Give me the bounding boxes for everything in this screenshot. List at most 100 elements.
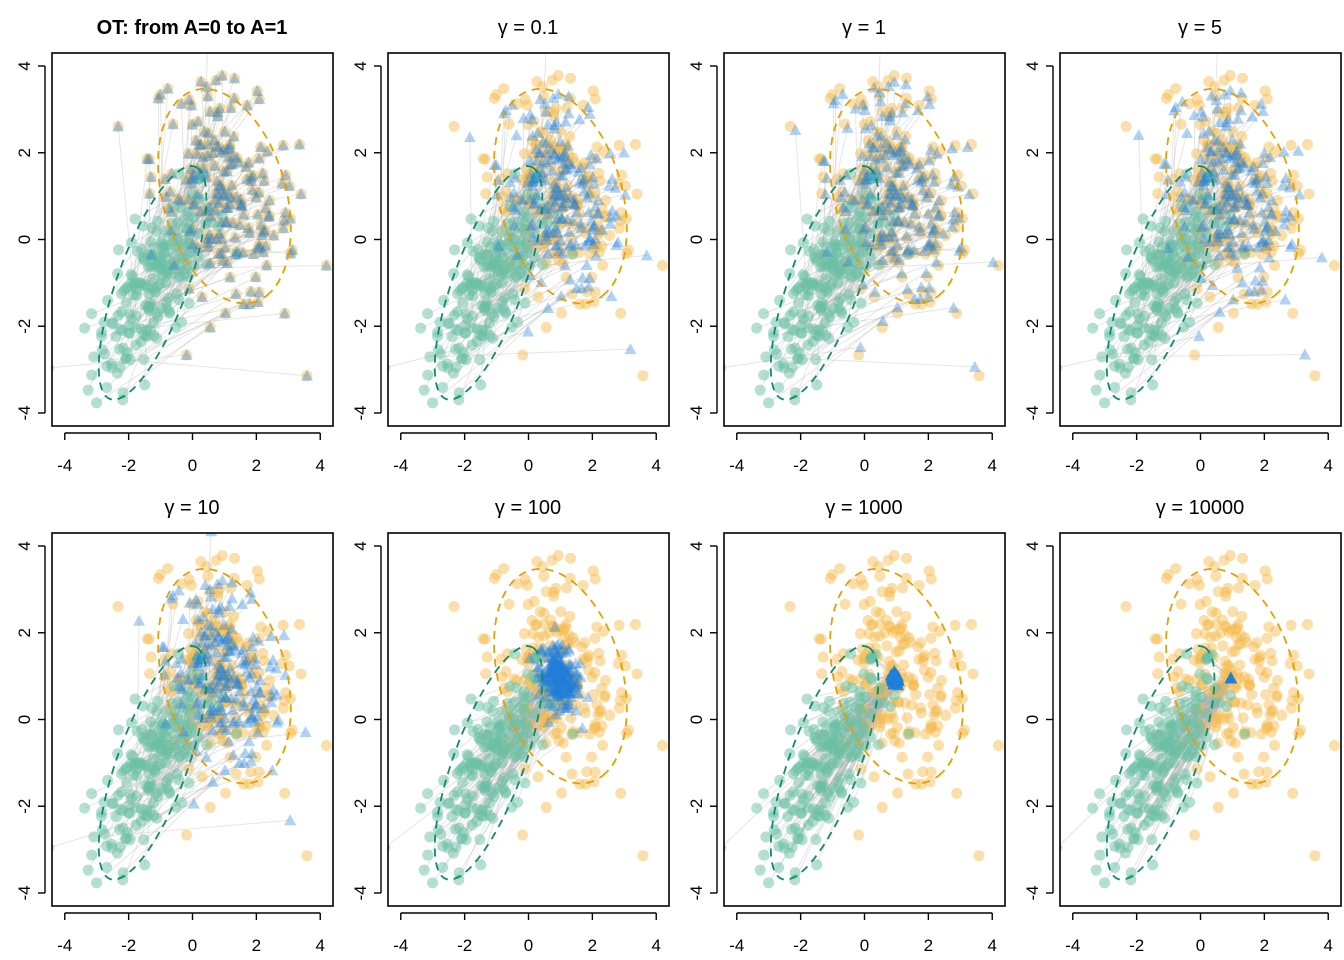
transport-arrow [870,181,935,258]
target-point [212,141,224,153]
transported-point [210,187,223,199]
target-point [481,651,493,663]
transported-point [577,177,590,189]
target-point [924,243,936,255]
transported-point [571,677,584,689]
transported-point [190,134,203,146]
source-point [1110,294,1122,306]
y-tick-label: 2 [1023,148,1042,157]
target-point [584,728,596,740]
transported-point [185,172,198,184]
transported-point [927,243,940,255]
transported-point [551,181,564,193]
transported-point [568,197,581,209]
target-point [1271,210,1283,222]
transported-point [902,153,915,165]
transported-point [1231,197,1244,209]
target-point [616,649,628,661]
source-point [424,351,436,363]
transported-point [182,193,195,205]
panel-title: γ = 0.1 [498,17,559,39]
source-point [116,805,128,817]
target-point [1265,246,1277,258]
source-point [183,297,195,309]
transported-point [551,667,564,679]
transport-arrow [111,303,250,365]
source-point [1160,250,1172,262]
target-point [1232,198,1244,210]
transport-arrow [523,194,626,218]
transported-point [277,139,290,151]
transported-point [893,253,906,265]
target-point [545,160,557,172]
target-point [211,175,223,187]
transported-point [560,666,573,678]
transported-point [145,248,158,260]
target-point [1260,208,1272,220]
target-point [615,787,627,799]
source-point [457,777,469,789]
target-point [235,673,247,685]
transported-point [1258,215,1271,227]
transported-point [571,668,584,680]
transported-point [856,98,869,110]
transported-point [877,209,890,221]
target-point [223,188,235,200]
source-point [427,877,439,889]
target-point [586,751,598,763]
target-point [882,74,894,86]
source-point [1090,384,1102,396]
target-point [891,126,903,138]
transported-point [201,90,214,102]
transported-point [554,694,567,706]
transported-point [196,290,209,302]
transported-point [270,688,283,700]
source-point [758,308,770,320]
target-point [593,726,605,738]
transported-point [569,238,582,250]
transported-point [556,150,569,162]
target-point [924,296,936,308]
target-point [877,233,889,245]
target-point [935,210,947,222]
source-point [1224,210,1236,222]
transported-point [859,178,872,190]
source-point [174,202,186,214]
transported-point [540,146,553,158]
transported-point [928,222,941,234]
transported-point [212,658,225,670]
transported-point [204,590,217,602]
transport-arrow [1207,110,1264,178]
transported-point [199,653,212,665]
target-point [284,693,296,705]
transport-arrow [167,690,240,779]
transport-arrow [870,147,953,199]
transported-point [222,645,235,657]
transport-arrow [187,192,260,277]
transported-point [867,141,880,153]
transport-arrow [515,111,547,208]
transported-point [1231,112,1244,124]
transported-point [562,694,575,706]
transport-arrow [143,276,256,336]
transported-point [954,241,967,253]
transported-point [245,174,258,186]
transport-arrow [724,346,861,368]
transport-arrow [878,147,902,265]
target-point [301,850,313,862]
target-point [185,99,197,111]
source-point [464,769,476,781]
target-point [593,647,605,659]
target-point [548,141,560,153]
target-point [202,237,214,249]
transported-point [165,205,178,217]
source-point [475,859,487,871]
transported-point [556,638,569,650]
transport-arrow [134,163,233,220]
transport-arrow [183,666,271,709]
source-point [121,777,133,789]
target-point [479,153,491,165]
source-point [515,267,527,279]
target-point [589,766,601,778]
transported-point [1241,198,1254,210]
